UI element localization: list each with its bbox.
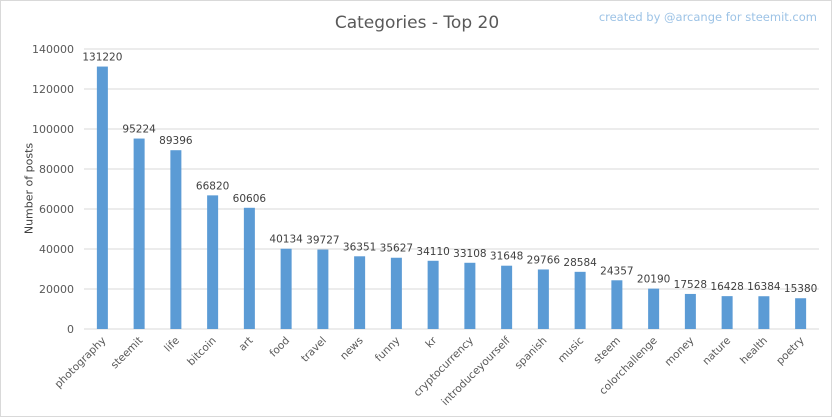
category-label: music xyxy=(556,334,587,365)
data-label: 89396 xyxy=(159,135,193,147)
category-label: spanish xyxy=(513,335,550,372)
y-tick-label: 120000 xyxy=(32,83,74,96)
bar xyxy=(464,262,476,329)
label-layer: 0 20000 40000 60000 80000 100000 120000 140000 1… xyxy=(32,43,817,408)
bar xyxy=(648,288,660,329)
data-label: 60606 xyxy=(233,193,267,205)
grid-layer xyxy=(84,48,819,330)
bar xyxy=(537,269,549,329)
bar xyxy=(795,298,807,329)
data-label: 31648 xyxy=(490,251,523,263)
chart-title: Categories - Top 20 xyxy=(334,13,500,33)
data-label: 24357 xyxy=(600,265,633,277)
category-label: art xyxy=(236,335,255,354)
y-tick-label: 100000 xyxy=(32,123,74,136)
bar xyxy=(170,150,182,329)
bar-layer xyxy=(96,66,807,329)
data-label: 34110 xyxy=(416,246,449,258)
data-label: 33108 xyxy=(453,248,486,260)
data-label: 15380 xyxy=(784,283,817,295)
y-tick-label: 60000 xyxy=(39,203,74,216)
bar xyxy=(207,195,219,329)
bar xyxy=(317,249,329,329)
category-label: poetry xyxy=(774,335,807,368)
category-label: steemit xyxy=(109,335,146,372)
category-label: bitcoin xyxy=(185,335,219,369)
data-label: 95224 xyxy=(122,124,156,136)
category-label: food xyxy=(267,335,292,360)
data-label: 39727 xyxy=(306,235,339,247)
category-label: travel xyxy=(299,335,329,365)
category-label: photography xyxy=(52,335,108,391)
data-label: 16384 xyxy=(747,281,781,293)
category-label: news xyxy=(338,335,366,363)
bar xyxy=(611,280,623,329)
data-label: 40134 xyxy=(269,234,303,246)
bar xyxy=(280,248,292,329)
category-label: introduceyourself xyxy=(439,334,513,408)
bar xyxy=(758,296,770,329)
bar xyxy=(427,260,439,329)
category-label: money xyxy=(663,335,697,369)
data-label: 36351 xyxy=(343,241,376,253)
category-label: life xyxy=(162,335,182,355)
bar xyxy=(354,256,366,329)
data-label: 20190 xyxy=(637,274,670,286)
category-label: nature xyxy=(700,335,733,368)
bar xyxy=(721,296,733,329)
y-tick-label: 20000 xyxy=(39,283,74,296)
y-tick-label: 0 xyxy=(67,323,74,336)
data-label: 16428 xyxy=(710,281,743,293)
bar xyxy=(501,265,513,329)
bar xyxy=(96,66,108,329)
category-label: steem xyxy=(591,335,623,367)
bar xyxy=(243,207,255,329)
category-label: health xyxy=(738,335,770,367)
y-tick-label: 40000 xyxy=(39,243,74,256)
credit-text: created by @arcange for steemit.com xyxy=(598,10,817,24)
bar xyxy=(574,271,586,329)
data-label: 66820 xyxy=(196,180,229,192)
y-tick-label: 140000 xyxy=(32,43,74,56)
data-label: 35627 xyxy=(380,243,413,255)
data-label: 28584 xyxy=(563,257,597,269)
category-label: funny xyxy=(373,335,403,365)
y-tick-label: 80000 xyxy=(39,163,74,176)
data-label: 29766 xyxy=(527,254,561,266)
data-label: 17528 xyxy=(674,279,707,291)
data-label: 131220 xyxy=(82,52,122,64)
bar xyxy=(684,293,696,329)
category-label: kr xyxy=(423,334,439,350)
bar xyxy=(133,138,145,329)
bar xyxy=(390,257,402,329)
